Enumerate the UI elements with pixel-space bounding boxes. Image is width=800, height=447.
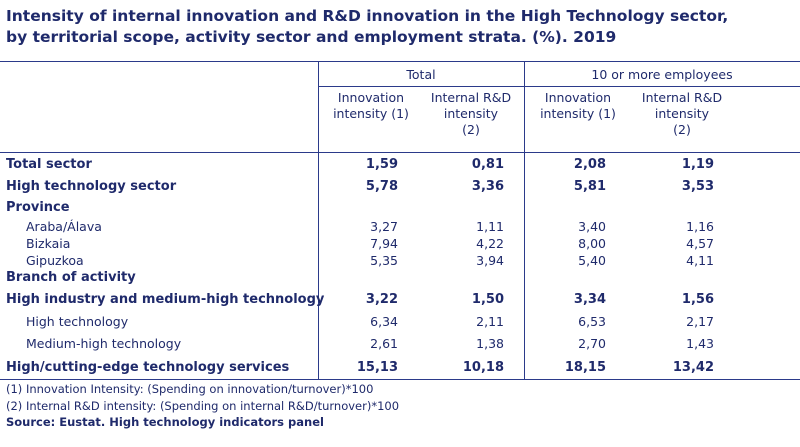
group-header-rule — [318, 86, 800, 87]
table-row: Medium-high technology 2,61 1,38 2,70 1,… — [0, 336, 800, 353]
cell-value: 18,15 — [564, 360, 606, 375]
cell-value: 3,94 — [476, 253, 504, 268]
cell-value: 1,16 — [686, 219, 714, 234]
cell-value: 1,38 — [476, 336, 504, 351]
cell-value: 4,11 — [686, 253, 714, 268]
cell-value: 4,22 — [476, 236, 504, 251]
row-label: Araba/Álava — [26, 219, 102, 234]
table-row: High/cutting-edge technology services 15… — [0, 360, 800, 377]
cell-value: 3,27 — [370, 219, 398, 234]
cell-value: 2,11 — [476, 314, 504, 329]
cell-value: 7,94 — [370, 236, 398, 251]
cell-value: 5,81 — [573, 179, 606, 194]
col-divider-1 — [318, 61, 319, 380]
group-header-10plus: 10 or more employees — [591, 67, 733, 82]
row-label: High industry and medium-high technology — [6, 292, 325, 307]
table-title: Intensity of internal innovation and R&D… — [6, 6, 796, 48]
table-bottom-rule — [0, 379, 800, 380]
cell-value: 1,56 — [681, 292, 714, 307]
table-row: High industry and medium-high technology… — [0, 292, 800, 309]
header-bottom-rule — [0, 152, 800, 153]
table-row: Bizkaia 7,94 4,22 8,00 4,57 — [0, 236, 800, 253]
col-header-total-rd: Internal R&D intensity (2) — [430, 90, 512, 137]
cell-value: 4,57 — [686, 236, 714, 251]
table-row: Araba/Álava 3,27 1,11 3,40 1,16 — [0, 219, 800, 236]
cell-value: 10,18 — [462, 360, 504, 375]
cell-value: 3,22 — [365, 292, 398, 307]
cell-value: 5,40 — [578, 253, 606, 268]
cell-value: 0,81 — [471, 157, 504, 172]
table-row: Total sector 1,59 0,81 2,08 1,19 — [0, 157, 800, 174]
footnote-1: (1) Innovation Intensity: (Spending on i… — [6, 382, 374, 396]
table-row: Gipuzkoa 5,35 3,94 5,40 4,11 — [0, 253, 800, 270]
row-label: Gipuzkoa — [26, 253, 84, 268]
cell-value: 1,50 — [471, 292, 504, 307]
footnotes: (1) Innovation Intensity: (Spending on i… — [6, 381, 399, 431]
col-header-10plus-rd: Internal R&D intensity (2) — [641, 90, 723, 137]
cell-value: 6,53 — [578, 314, 606, 329]
col-header-10plus-innovation: Innovation intensity (1) — [540, 90, 616, 121]
cell-value: 1,11 — [476, 219, 504, 234]
cell-value: 6,34 — [370, 314, 398, 329]
table-top-rule — [0, 61, 800, 62]
cell-value: 2,17 — [686, 314, 714, 329]
cell-value: 1,59 — [365, 157, 398, 172]
cell-value: 3,34 — [573, 292, 606, 307]
title-line-1: Intensity of internal innovation and R&D… — [6, 7, 729, 25]
cell-value: 3,36 — [471, 179, 504, 194]
source-note: Source: Eustat. High technology indicato… — [6, 415, 324, 429]
cell-value: 8,00 — [578, 236, 606, 251]
row-label: High technology sector — [6, 179, 177, 194]
table-row: Province — [0, 200, 800, 217]
cell-value: 2,61 — [370, 336, 398, 351]
cell-value: 3,40 — [578, 219, 606, 234]
title-line-2: by territorial scope, activity sector an… — [6, 28, 617, 46]
col-header-total-innovation: Innovation intensity (1) — [333, 90, 409, 121]
row-label: High technology — [26, 314, 129, 329]
cell-value: 5,35 — [370, 253, 398, 268]
table-row: High technology sector 5,78 3,36 5,81 3,… — [0, 179, 800, 196]
row-label: Province — [6, 200, 70, 215]
cell-value: 1,19 — [681, 157, 714, 172]
cell-value: 13,42 — [672, 360, 714, 375]
cell-value: 1,43 — [686, 336, 714, 351]
cell-value: 3,53 — [681, 179, 714, 194]
footnote-2: (2) Internal R&D intensity: (Spending on… — [6, 398, 400, 413]
cell-value: 2,70 — [578, 336, 606, 351]
row-label: High/cutting-edge technology services — [6, 360, 290, 375]
cell-value: 2,08 — [573, 157, 606, 172]
row-label: Medium-high technology — [26, 336, 182, 351]
row-label: Branch of activity — [6, 270, 136, 285]
col-divider-2 — [524, 61, 525, 380]
table-row: High technology 6,34 2,11 6,53 2,17 — [0, 314, 800, 331]
group-header-total: Total — [406, 67, 436, 82]
cell-value: 5,78 — [365, 179, 398, 194]
row-label: Total sector — [6, 157, 92, 172]
row-label: Bizkaia — [26, 236, 71, 251]
table-row: Branch of activity — [0, 270, 800, 287]
cell-value: 15,13 — [356, 360, 398, 375]
